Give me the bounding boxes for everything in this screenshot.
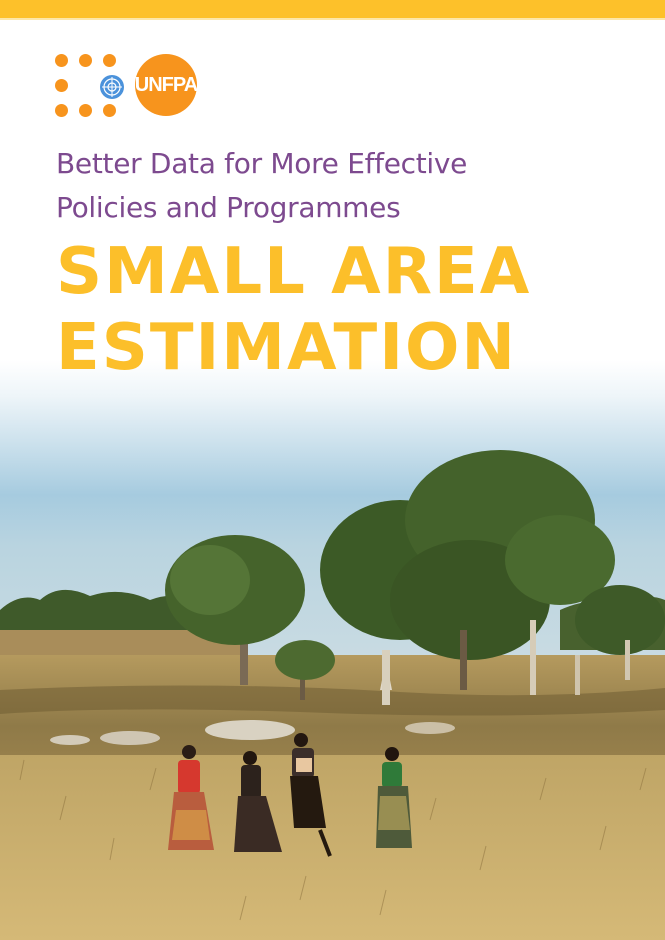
title-line-2: ESTIMATION <box>56 311 517 385</box>
top-accent-line <box>0 18 665 20</box>
cover-subtitle: Better Data for More Effective Policies … <box>56 142 616 230</box>
subtitle-line-2: Policies and Programmes <box>56 191 401 224</box>
logo-orange-circle <box>135 54 197 116</box>
subtitle-line-1: Better Data for More Effective <box>56 147 468 180</box>
landscape-photo <box>0 360 665 940</box>
title-line-1: SMALL AREA <box>56 235 532 309</box>
person-figure <box>168 745 214 850</box>
logo-dots <box>55 54 125 118</box>
logo-text: UNFPA <box>134 74 198 96</box>
top-accent-bar <box>0 0 665 18</box>
unfpa-logo: UNFPA <box>55 54 200 118</box>
cover-title: SMALL AREA ESTIMATION <box>56 234 646 386</box>
un-emblem-icon <box>97 72 127 102</box>
